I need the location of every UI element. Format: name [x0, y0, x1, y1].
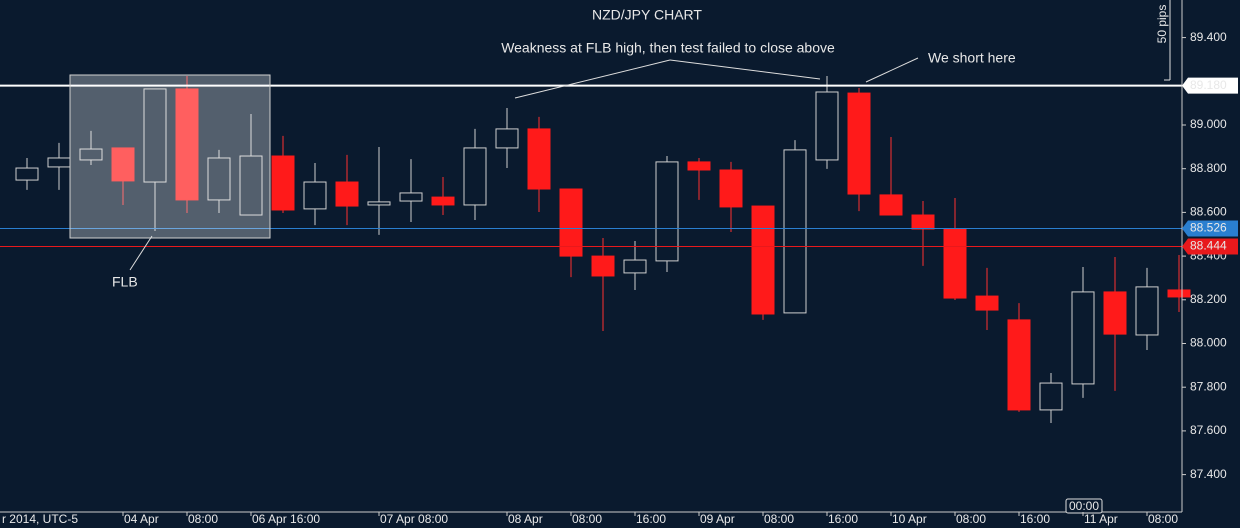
candle-body [271, 155, 295, 211]
x-tick-label: 16:00 [636, 512, 666, 526]
x-tick-label: 09 Apr [700, 512, 735, 526]
level-label: 88.526 [1190, 221, 1227, 235]
candle-body [783, 149, 807, 314]
candle-body [15, 167, 39, 181]
candle-body [143, 88, 167, 183]
cursor-box [1065, 498, 1103, 514]
candle-body [495, 128, 519, 149]
candle-body [655, 161, 679, 262]
x-tick-label: 07 Apr 08:00 [380, 512, 448, 526]
date-label: r 2014, UTC-5 [2, 512, 78, 526]
level-tag [1182, 77, 1238, 94]
candle-body [751, 205, 775, 315]
flb-box [69, 74, 271, 239]
annotation: FLB [112, 274, 138, 290]
candle-body [239, 155, 263, 216]
candle-body [79, 148, 103, 161]
short-pointer [865, 57, 919, 83]
candle-body [719, 169, 743, 208]
x-tick-label: 06 Apr 16:00 [252, 512, 320, 526]
x-tick-label: 08:00 [572, 512, 602, 526]
x-tick-label: 08:00 [1148, 512, 1178, 526]
candle-body [1071, 291, 1095, 385]
level-tag [1182, 238, 1238, 255]
y-tick-label: 89.000 [1190, 117, 1227, 131]
level-label: 88.444 [1190, 239, 1227, 253]
x-tick-label: 11 Apr [1084, 512, 1118, 526]
x-tick-label: 08:00 [764, 512, 794, 526]
candle-body [367, 201, 391, 206]
x-tick-label: 10 Apr [892, 512, 927, 526]
flb-pointer [129, 235, 153, 271]
candle-body [1007, 319, 1031, 411]
cursor-label: 00:00 [1069, 499, 1099, 513]
candle-body [815, 91, 839, 161]
candle-body [335, 181, 359, 207]
candle-body [687, 161, 711, 171]
weakness-pointer [669, 59, 821, 80]
x-tick-label: 04 Apr [124, 512, 159, 526]
x-tick-label: 08 Apr [508, 512, 543, 526]
candle-body [559, 188, 583, 257]
candle-body [911, 214, 935, 230]
annotation: Weakness at FLB high, then test failed t… [501, 40, 835, 56]
x-tick-label: 16:00 [828, 512, 858, 526]
candle-body [847, 92, 871, 195]
weakness-pointer [514, 59, 671, 99]
plot-area [0, 76, 1191, 424]
x-tick-label: 16:00 [1020, 512, 1050, 526]
candle-body [399, 192, 423, 202]
y-tick-label: 87.400 [1190, 467, 1227, 481]
candle-body [303, 181, 327, 210]
y-tick-label: 88.000 [1190, 336, 1227, 350]
y-tick-label: 87.600 [1190, 423, 1227, 437]
x-tick-label: 08:00 [956, 512, 986, 526]
y-tick-label: 87.800 [1190, 379, 1227, 393]
candle-body [527, 128, 551, 190]
y-tick-label: 89.400 [1190, 30, 1227, 44]
candle-body [111, 147, 135, 182]
candle-body [1103, 291, 1127, 335]
candle-body [207, 157, 231, 201]
candle-body [431, 196, 455, 206]
y-tick-label: 88.600 [1190, 205, 1227, 219]
candle-body [47, 157, 71, 168]
y-tick-label: 88.800 [1190, 161, 1227, 175]
candle-body [1167, 289, 1191, 298]
candle-body [463, 147, 487, 206]
candle-body [943, 228, 967, 299]
candle-body [1039, 382, 1063, 411]
level-tag [1182, 220, 1238, 237]
level-label: 89.180 [1190, 78, 1227, 92]
y-tick-label: 88.200 [1190, 292, 1227, 306]
candle-body [879, 194, 903, 216]
candle-body [623, 259, 647, 274]
x-tick-label: 08:00 [188, 512, 218, 526]
candle-body [591, 255, 615, 277]
candle-body [975, 295, 999, 311]
candle-body [1135, 286, 1159, 336]
chart-title: NZD/JPY CHART [592, 7, 702, 23]
annotation: We short here [928, 50, 1016, 66]
candle-body [175, 88, 199, 201]
scale-label: 50 pips [1155, 5, 1169, 44]
